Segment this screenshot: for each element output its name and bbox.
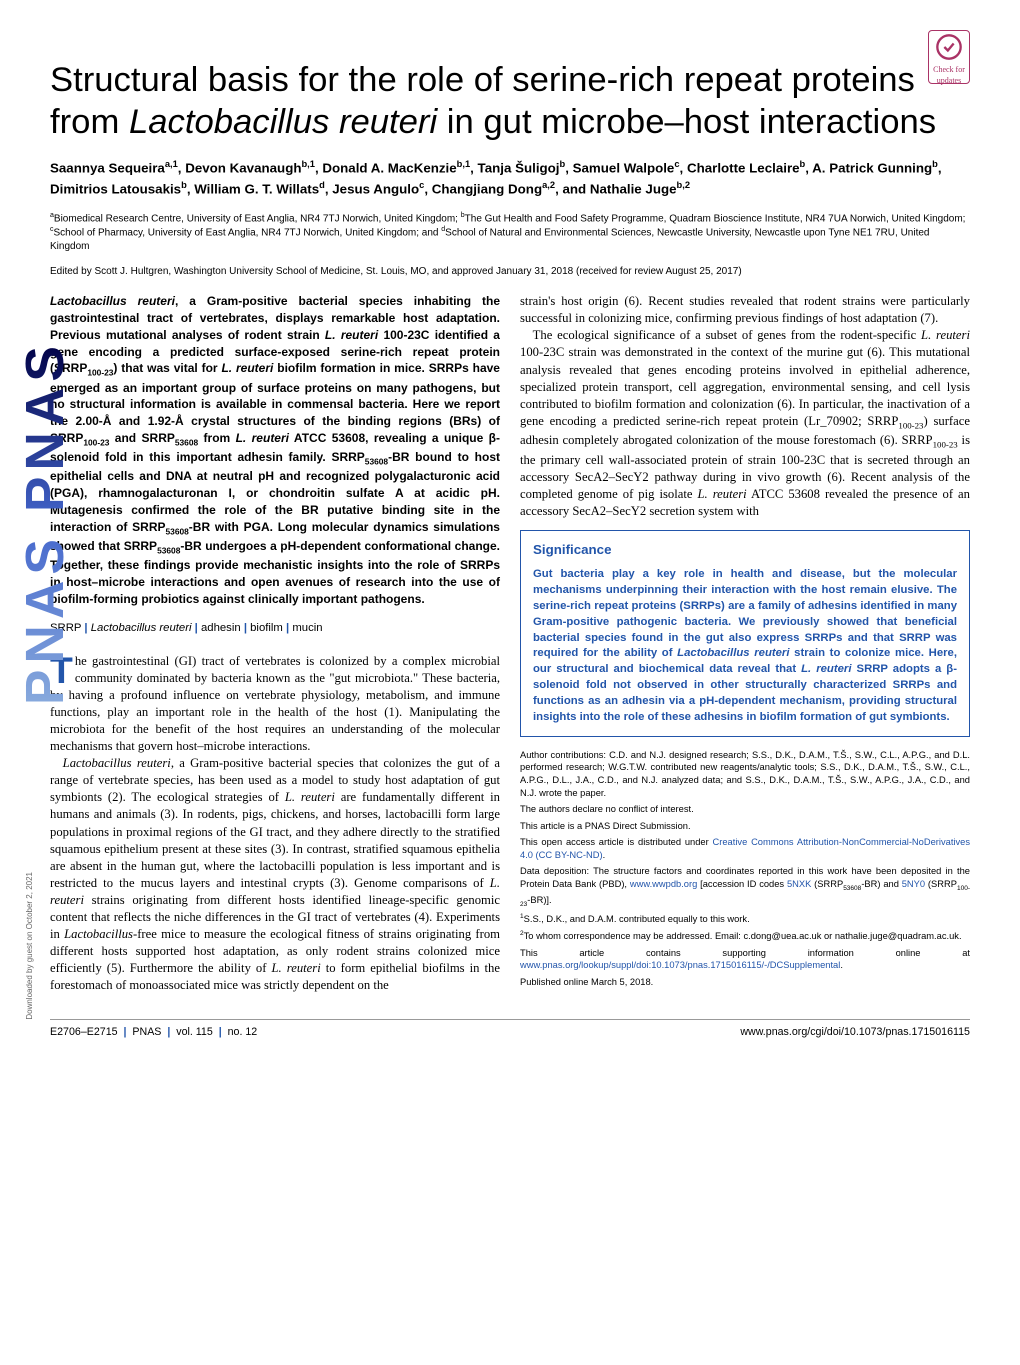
footer-right-doi: www.pnas.org/cgi/doi/10.1073/pnas.171501…: [740, 1025, 970, 1039]
keywords-line: SRRP | Lactobacillus reuteri | adhesin |…: [50, 621, 500, 636]
note-data-deposition: Data deposition: The structure factors a…: [520, 865, 970, 909]
crossmark-icon: [935, 33, 963, 61]
badge-line2: updates: [929, 76, 969, 87]
article-title: Structural basis for the role of serine-…: [50, 60, 970, 143]
significance-text: Gut bacteria play a key role in health a…: [533, 567, 957, 726]
right-column: strain's host origin (6). Recent studies…: [520, 293, 970, 994]
page-footer: E2706–E2715 | PNAS | vol. 115 | no. 12 w…: [50, 1019, 970, 1039]
affiliations: aBiomedical Research Centre, University …: [50, 211, 970, 253]
downloaded-stamp: Downloaded by guest on October 2, 2021: [25, 872, 36, 1020]
note-contributions: Author contributions: C.D. and N.J. desi…: [520, 749, 970, 799]
left-column: Lactobacillus reuteri, a Gram-positive b…: [50, 293, 500, 994]
check-updates-badge[interactable]: Check for updates: [928, 30, 970, 84]
body-left: The gastrointestinal (GI) tract of verte…: [50, 653, 500, 995]
abstract-text: Lactobacillus reuteri, a Gram-positive b…: [50, 293, 500, 607]
body-right: strain's host origin (6). Recent studies…: [520, 293, 970, 520]
accession-link-1[interactable]: 5NXK: [787, 879, 811, 889]
note-correspondence: 2To whom correspondence may be addressed…: [520, 930, 970, 943]
note-coi: The authors declare no conflict of inter…: [520, 803, 970, 816]
pdb-link[interactable]: www.wwpdb.org: [630, 879, 697, 889]
note-supporting-info: This article contains supporting informa…: [520, 947, 970, 972]
two-column-layout: Lactobacillus reuteri, a Gram-positive b…: [50, 293, 970, 994]
significance-box: Significance Gut bacteria play a key rol…: [520, 530, 970, 737]
author-notes: Author contributions: C.D. and N.J. desi…: [520, 749, 970, 989]
edited-by-line: Edited by Scott J. Hultgren, Washington …: [50, 265, 970, 279]
si-link[interactable]: www.pnas.org/lookup/suppl/doi:10.1073/pn…: [520, 960, 840, 970]
badge-line1: Check for: [929, 65, 969, 76]
footer-left: E2706–E2715 | PNAS | vol. 115 | no. 12: [50, 1025, 257, 1039]
pnas-side-band: PNAS PNAS: [10, 340, 82, 705]
accession-link-2[interactable]: 5NY0: [902, 879, 925, 889]
note-equal-contribution: 1S.S., D.K., and D.A.M. contributed equa…: [520, 913, 970, 926]
note-published-date: Published online March 5, 2018.: [520, 976, 970, 989]
note-direct-submission: This article is a PNAS Direct Submission…: [520, 820, 970, 833]
author-list: Saannya Sequeiraa,1, Devon Kavanaughb,1,…: [50, 158, 970, 199]
note-open-access: This open access article is distributed …: [520, 836, 970, 861]
significance-heading: Significance: [533, 541, 957, 559]
